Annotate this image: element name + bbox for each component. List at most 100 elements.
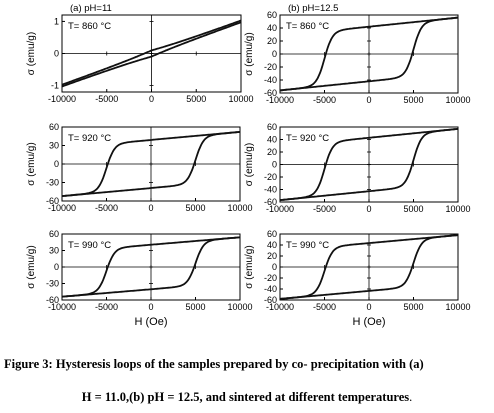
loop-branch-ascending — [279, 234, 459, 300]
temperature-annotation: T= 920 °C — [286, 133, 329, 144]
x-tick-label: -5000 — [313, 302, 336, 312]
loop-branch-ascending — [61, 131, 241, 197]
column-label: (b) pH=12.5 — [288, 3, 338, 14]
x-tick-label: 5000 — [403, 204, 423, 214]
y-tick-label: 0 — [272, 49, 277, 59]
x-tick-label: 0 — [149, 94, 154, 104]
column-label: (a) pH=11 — [70, 3, 112, 14]
y-tick-label: -1 — [51, 81, 59, 91]
x-tick-label: -5000 — [313, 204, 336, 214]
y-tick-label: 40 — [267, 23, 277, 33]
loop-branch-ascending — [61, 21, 242, 88]
x-tick-label: 10000 — [445, 95, 470, 105]
x-tick-label: 0 — [366, 302, 371, 312]
y-axis-label: σ (emu/g) — [26, 32, 37, 75]
y-axis-label: σ (emu/g) — [244, 245, 255, 288]
y-tick-label: 60 — [267, 10, 277, 20]
y-tick-label: 0 — [54, 49, 59, 59]
y-axis-label: σ (emu/g) — [26, 245, 37, 288]
x-tick-label: 5000 — [186, 94, 206, 104]
y-tick-label: -40 — [264, 284, 277, 294]
x-tick-label: -10000 — [48, 203, 76, 213]
x-tick-label: -10000 — [48, 302, 76, 312]
x-tick-label: -5000 — [95, 203, 118, 213]
x-tick-label: -10000 — [266, 302, 294, 312]
temperature-annotation: T= 990 °C — [68, 240, 111, 251]
y-tick-label: 60 — [267, 122, 277, 132]
x-tick-label: 0 — [148, 302, 153, 312]
figure-caption-line1: Figure 3: Hysteresis loops of the sample… — [4, 357, 494, 372]
y-axis-label: σ (emu/g) — [244, 32, 255, 75]
x-tick-label: 5000 — [185, 203, 205, 213]
y-tick-label: -20 — [264, 62, 277, 72]
loop-branch-descending — [279, 128, 459, 201]
temperature-annotation: T= 860 °C — [286, 21, 329, 32]
panel-3 — [61, 126, 241, 202]
x-tick-label: 0 — [366, 204, 371, 214]
y-tick-label: -20 — [264, 273, 277, 283]
y-tick-label: -60 — [264, 88, 277, 98]
y-tick-label: 1 — [54, 16, 59, 26]
y-tick-label: 20 — [267, 147, 277, 157]
x-tick-label: -10000 — [266, 204, 294, 214]
y-tick-label: 60 — [49, 122, 59, 132]
x-tick-label: -5000 — [95, 94, 118, 104]
y-axis-label: σ (emu/g) — [26, 142, 37, 185]
x-tick-label: 10000 — [445, 302, 470, 312]
figure-caption-line2: H = 11.0,(b) pH = 12.5, and sintered at … — [0, 390, 494, 405]
y-tick-label: -60 — [264, 295, 277, 305]
panel-1 — [61, 14, 242, 93]
y-tick-label: 0 — [272, 160, 277, 170]
y-tick-label: -30 — [46, 279, 59, 289]
loop-branch-ascending — [61, 236, 241, 298]
y-tick-label: 0 — [272, 262, 277, 272]
x-tick-label: 10000 — [228, 94, 253, 104]
loop-branch-ascending — [279, 16, 459, 92]
x-tick-label: 0 — [148, 203, 153, 213]
panel-6 — [279, 233, 459, 301]
x-tick-label: 5000 — [403, 302, 423, 312]
y-tick-label: 40 — [267, 240, 277, 250]
x-tick-label: -5000 — [95, 302, 118, 312]
y-tick-label: -40 — [264, 75, 277, 85]
x-tick-label: 10000 — [227, 302, 252, 312]
y-tick-label: -60 — [46, 295, 59, 305]
y-tick-label: 20 — [267, 36, 277, 46]
loop-branch-descending — [61, 131, 241, 197]
y-axis-label: σ (emu/g) — [244, 143, 255, 186]
y-tick-label: -30 — [46, 178, 59, 188]
y-tick-label: 60 — [267, 229, 277, 239]
caption-text-line1: Figure 3: Hysteresis loops of the sample… — [4, 357, 424, 371]
caption-text-line2: H = 11.0,(b) pH = 12.5, and sintered at … — [81, 390, 410, 404]
temperature-annotation: T= 920 °C — [68, 133, 111, 144]
loop-branch-descending — [279, 16, 459, 92]
x-tick-label: 5000 — [403, 95, 423, 105]
x-tick-label: 0 — [366, 95, 371, 105]
x-axis-label: H (Oe) — [353, 316, 386, 328]
y-tick-label: -40 — [264, 185, 277, 195]
x-axis-label: H (Oe) — [135, 316, 168, 328]
y-tick-label: 30 — [49, 141, 59, 151]
x-tick-label: 10000 — [445, 204, 470, 214]
temperature-annotation: T= 860 °C — [68, 21, 111, 32]
y-tick-label: 0 — [54, 159, 59, 169]
y-tick-label: -60 — [46, 196, 59, 206]
caption-period: . — [409, 390, 413, 404]
loop-branch-descending — [61, 236, 241, 298]
x-tick-label: 10000 — [227, 203, 252, 213]
y-tick-label: -60 — [264, 197, 277, 207]
x-tick-label: 5000 — [185, 302, 205, 312]
loop-branch-descending — [61, 19, 242, 86]
hysteresis-figure: -10000 -5000 0 5000 10000 1 0 -1 T= 860 °C (a) pH… — [26, 3, 471, 328]
loop-branch-ascending — [279, 128, 459, 201]
y-tick-label: 40 — [267, 135, 277, 145]
x-tick-label: -10000 — [48, 94, 76, 104]
y-tick-label: -20 — [264, 172, 277, 182]
panel-5 — [61, 233, 241, 301]
loop-branch-descending — [279, 234, 459, 300]
x-tick-label: -5000 — [313, 95, 336, 105]
y-tick-label: 20 — [267, 251, 277, 261]
y-tick-label: 30 — [49, 246, 59, 256]
panel-4 — [279, 126, 459, 203]
panel-2 — [279, 14, 459, 94]
